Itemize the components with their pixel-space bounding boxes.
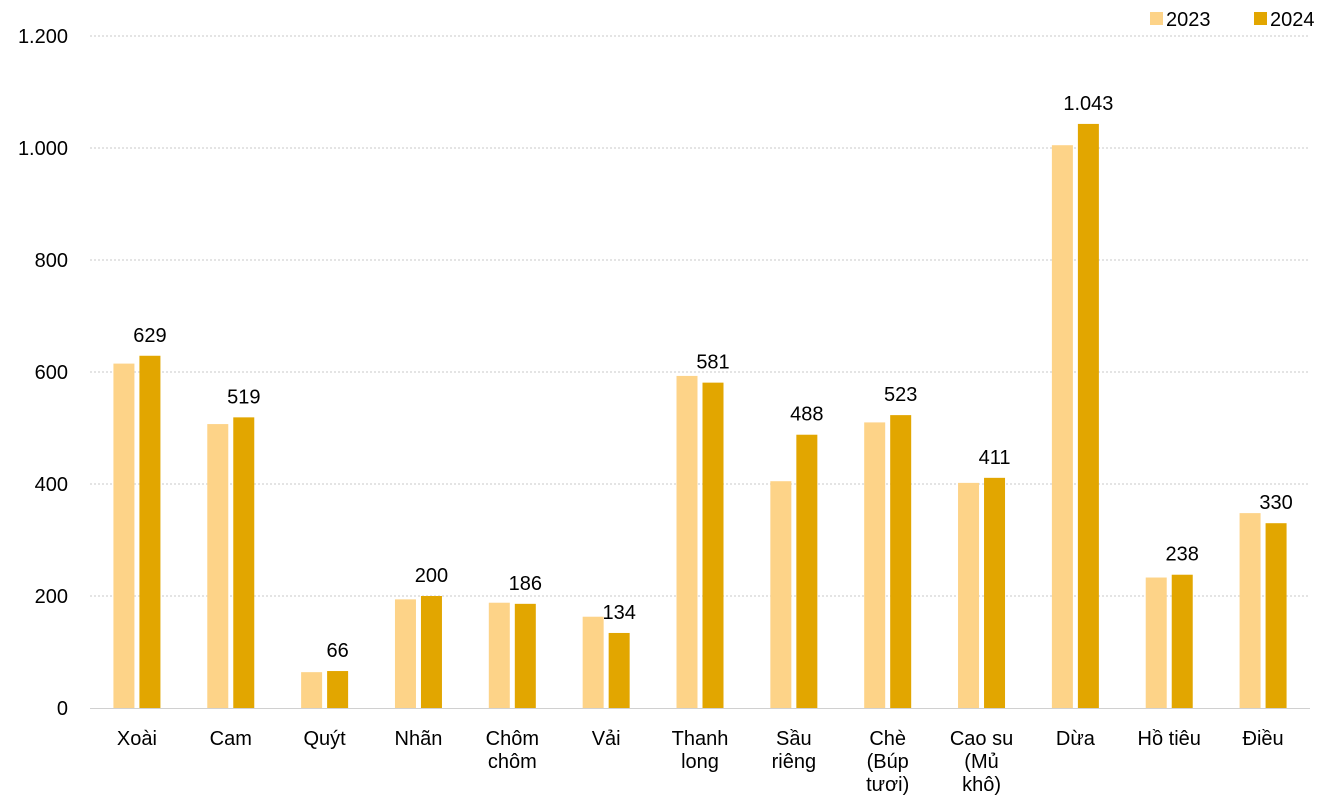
bar-2023 xyxy=(864,422,886,708)
legend-label: 2024 xyxy=(1270,9,1315,31)
y-tick-label: 0 xyxy=(57,698,68,720)
bar-2024 xyxy=(1265,523,1287,708)
data-label: 629 xyxy=(133,325,166,347)
data-label: 200 xyxy=(415,565,448,587)
data-label: 519 xyxy=(227,386,260,408)
bar-2024 xyxy=(420,596,442,708)
bar-2024 xyxy=(702,382,724,708)
bar-2024 xyxy=(327,671,349,708)
bar-2024 xyxy=(608,632,630,708)
x-axis: Xoài Cam Quýt Nhãn Chôm chôm Vải Thanh long Sầu ri… xyxy=(90,708,1310,796)
x-category-label: Hồ tiêu xyxy=(1138,728,1201,750)
x-category-label: Chè (Búp tươi) xyxy=(866,728,909,796)
bar-2024 xyxy=(233,417,255,708)
data-label: 523 xyxy=(884,384,917,406)
bar-2023 xyxy=(958,482,980,708)
y-tick-label: 1.200 xyxy=(18,26,68,48)
x-category-label: Thanh long xyxy=(672,728,729,773)
legend-swatch xyxy=(1150,12,1163,25)
y-tick-label: 600 xyxy=(35,362,68,384)
data-label: 581 xyxy=(696,352,729,374)
y-axis-tick-labels: 0 200 400 600 800 1.000 1.200 xyxy=(18,26,68,720)
x-category-label: Cam xyxy=(210,728,252,750)
bar-2023 xyxy=(770,481,792,708)
bars xyxy=(113,123,1287,709)
bar-2023 xyxy=(1145,577,1167,708)
bar-2024 xyxy=(514,603,536,708)
x-category-label: Cao su (Mủ khô) xyxy=(950,728,1013,796)
bar-2023 xyxy=(301,672,323,708)
bar-2023 xyxy=(394,599,416,708)
x-category-label: Chôm chôm xyxy=(486,728,539,773)
data-label: 411 xyxy=(979,447,1011,469)
bar-2024 xyxy=(1171,574,1193,708)
data-label: 330 xyxy=(1259,492,1292,514)
x-category-label: Sầu riêng xyxy=(772,728,816,773)
x-category-label: Xoài xyxy=(117,728,157,750)
data-label: 134 xyxy=(602,602,635,624)
bar-2023 xyxy=(113,363,135,708)
x-category-label: Nhãn xyxy=(395,728,443,750)
bar-2023 xyxy=(676,375,698,708)
bar-2024 xyxy=(984,477,1006,708)
bar-2024 xyxy=(890,415,912,708)
legend-label: 2023 xyxy=(1166,9,1211,31)
bar-2023 xyxy=(582,616,604,708)
bar-2023 xyxy=(1239,513,1261,708)
x-category-label: Điều xyxy=(1243,728,1284,750)
data-label: 238 xyxy=(1166,544,1199,566)
legend-swatch xyxy=(1254,12,1267,25)
bar-2024 xyxy=(139,355,161,708)
y-tick-label: 1.000 xyxy=(18,138,68,160)
bar-2023 xyxy=(207,424,229,708)
y-tick-label: 800 xyxy=(35,250,68,272)
bar-2023 xyxy=(488,602,510,708)
data-label: 488 xyxy=(790,404,823,426)
y-tick-label: 200 xyxy=(35,586,68,608)
data-label: 186 xyxy=(509,573,542,595)
bar-2024 xyxy=(796,434,818,708)
bar-2024 xyxy=(1077,123,1099,709)
x-category-label: Quýt xyxy=(303,728,346,750)
y-tick-label: 400 xyxy=(35,474,68,496)
gridlines xyxy=(90,35,1310,597)
legend: 2023 2024 xyxy=(1150,9,1315,31)
bar-2023 xyxy=(1051,145,1073,708)
x-category-label: Vải xyxy=(592,728,621,750)
x-category-label: Dừa xyxy=(1056,728,1096,750)
data-label: 1.043 xyxy=(1063,93,1113,115)
data-labels: 629 519 66 200 186 134 581 488 523 411 1.043 238 330 xyxy=(133,93,1293,662)
data-label: 66 xyxy=(326,640,348,662)
